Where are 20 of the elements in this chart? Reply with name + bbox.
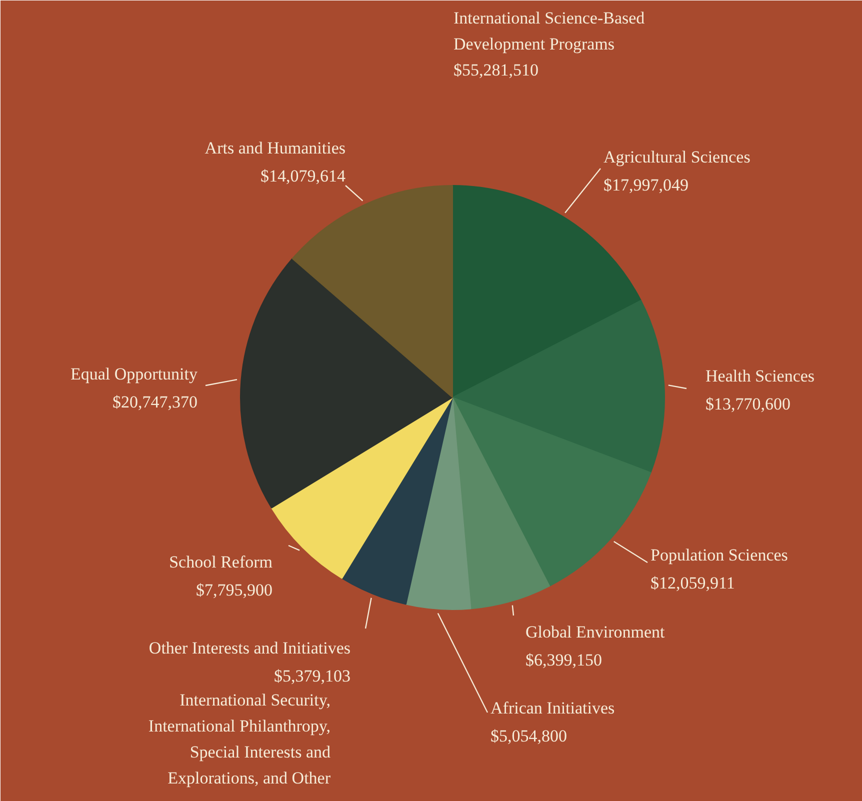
data-label: $6,399,150 [526,650,602,670]
slice-label: Other Interests and Initiatives [148,638,350,658]
slice-label: Equal Opportunity [70,364,198,384]
slice-label: Arts and Humanities [204,138,346,158]
data-label: $5,054,800 [490,726,567,746]
data-label: $12,059,911 [650,574,735,592]
data-label: $7,795,900 [196,580,272,600]
slice-label: Global Environment [526,622,666,642]
data-label: $14,079,614 [260,166,346,186]
text: International Science-Based Development Programs $55,281,510 [454,8,646,80]
slice-label: Health Sciences [706,366,815,386]
data-label: $5,379,103 [274,666,350,686]
data-label: $17,997,049 [604,176,688,194]
slice-label: School Reform [169,552,273,572]
slice-label: African Initiatives [490,698,615,718]
slice-label: Population Sciences [650,546,788,564]
data-label: $20,747,370 [112,392,198,412]
slice-label: Agricultural Sciences [604,148,750,166]
text: International Security, International Philanthropy, Special Interests and Explorations, and Other [148,690,331,788]
data-label: $13,770,600 [706,394,790,414]
